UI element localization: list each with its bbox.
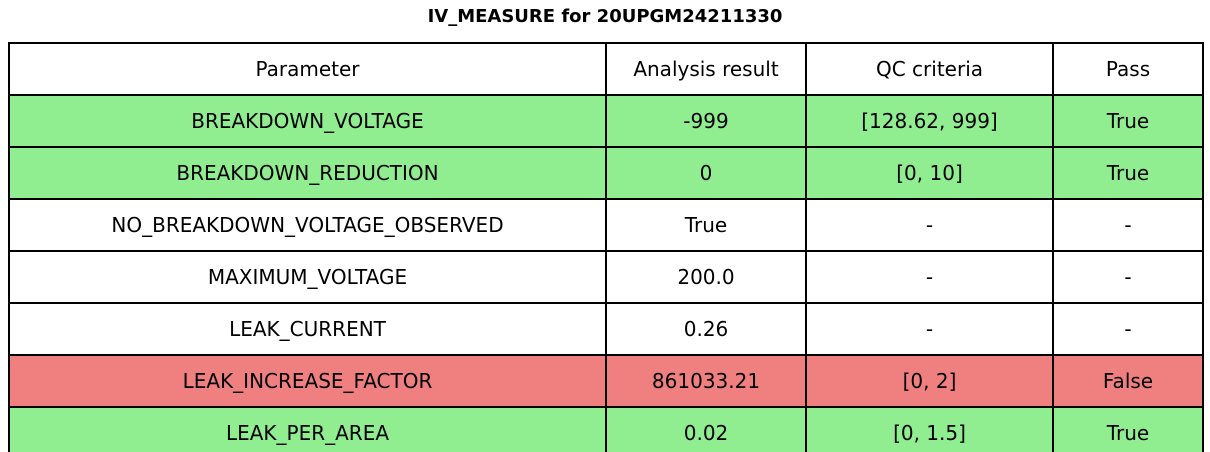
- table-row: LEAK_INCREASE_FACTOR 861033.21 [0, 2] Fa…: [8, 354, 1204, 408]
- qc-criteria-cell: [0, 2]: [805, 354, 1054, 408]
- qc-criteria-cell: -: [805, 250, 1054, 304]
- table-row: MAXIMUM_VOLTAGE 200.0 - -: [8, 250, 1204, 304]
- analysis-result-cell: 0: [605, 146, 807, 200]
- qc-criteria-cell: [0, 10]: [805, 146, 1054, 200]
- analysis-result-cell: True: [605, 198, 807, 252]
- table-row: LEAK_CURRENT 0.26 - -: [8, 302, 1204, 356]
- qc-criteria-cell: -: [805, 302, 1054, 356]
- qc-criteria-cell: -: [805, 198, 1054, 252]
- table-row: BREAKDOWN_REDUCTION 0 [0, 10] True: [8, 146, 1204, 200]
- column-header-analysis-result: Analysis result: [605, 42, 807, 96]
- pass-cell: -: [1052, 302, 1204, 356]
- parameter-cell: LEAK_CURRENT: [8, 302, 607, 356]
- analysis-result-cell: 861033.21: [605, 354, 807, 408]
- parameter-cell: LEAK_INCREASE_FACTOR: [8, 354, 607, 408]
- figure-title: IV_MEASURE for 20UPGM24211330: [427, 6, 783, 27]
- pass-cell: True: [1052, 94, 1204, 148]
- column-header-qc-criteria: QC criteria: [805, 42, 1054, 96]
- pass-cell: True: [1052, 406, 1204, 452]
- analysis-result-cell: 200.0: [605, 250, 807, 304]
- pass-cell: False: [1052, 354, 1204, 408]
- parameter-cell: BREAKDOWN_REDUCTION: [8, 146, 607, 200]
- parameter-cell: MAXIMUM_VOLTAGE: [8, 250, 607, 304]
- table-header: Parameter Analysis result QC criteria Pa…: [8, 42, 1204, 96]
- table-row: BREAKDOWN_VOLTAGE -999 [128.62, 999] Tru…: [8, 94, 1204, 148]
- parameter-cell: LEAK_PER_AREA: [8, 406, 607, 452]
- table-row: LEAK_PER_AREA 0.02 [0, 1.5] True: [8, 406, 1204, 452]
- analysis-result-cell: -999: [605, 94, 807, 148]
- parameter-cell: BREAKDOWN_VOLTAGE: [8, 94, 607, 148]
- qc-criteria-cell: [0, 1.5]: [805, 406, 1054, 452]
- parameter-cell: NO_BREAKDOWN_VOLTAGE_OBSERVED: [8, 198, 607, 252]
- pass-cell: -: [1052, 250, 1204, 304]
- analysis-result-cell: 0.02: [605, 406, 807, 452]
- pass-cell: -: [1052, 198, 1204, 252]
- qc-results-table: Parameter Analysis result QC criteria Pa…: [8, 42, 1204, 452]
- table-row: NO_BREAKDOWN_VOLTAGE_OBSERVED True - -: [8, 198, 1204, 252]
- pass-cell: True: [1052, 146, 1204, 200]
- analysis-result-cell: 0.26: [605, 302, 807, 356]
- column-header-pass: Pass: [1052, 42, 1204, 96]
- column-header-parameter: Parameter: [8, 42, 607, 96]
- qc-criteria-cell: [128.62, 999]: [805, 94, 1054, 148]
- header-row: Parameter Analysis result QC criteria Pa…: [8, 42, 1204, 96]
- table-body: BREAKDOWN_VOLTAGE -999 [128.62, 999] Tru…: [8, 94, 1204, 452]
